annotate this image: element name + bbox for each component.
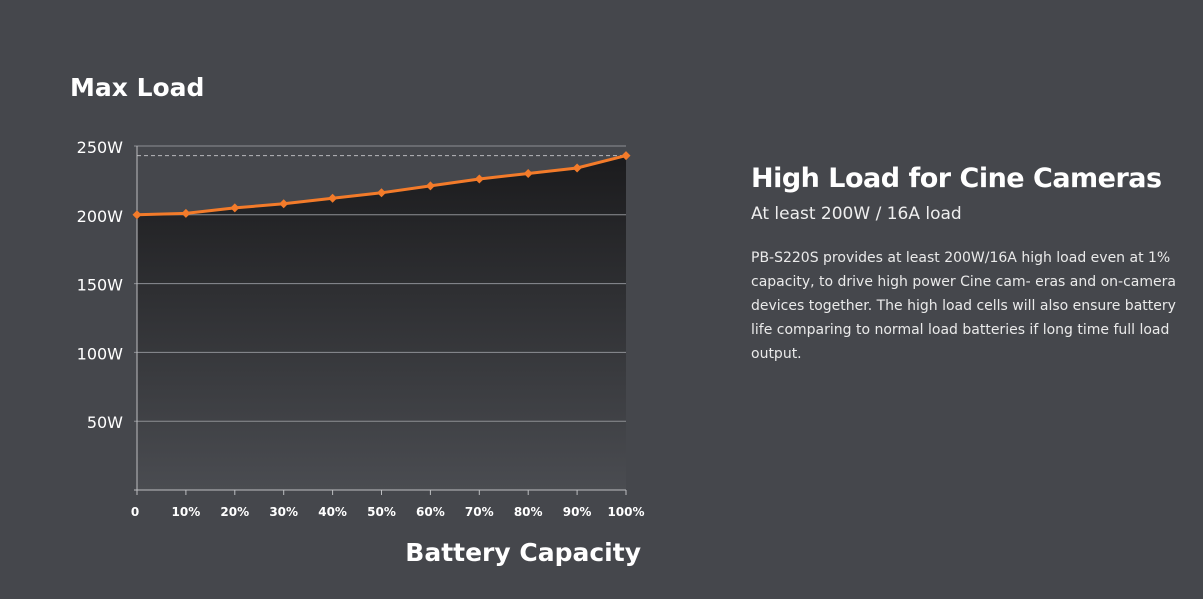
data-point: [328, 193, 338, 203]
x-tick-label: 60%: [416, 505, 445, 519]
data-point: [181, 208, 191, 218]
data-point: [572, 163, 582, 173]
axes: [134, 146, 627, 495]
area-fill: [137, 155, 626, 490]
x-tick-label: 30%: [269, 505, 298, 519]
x-tick-labels: 0 10% 20% 30% 40% 50% 60% 70% 80% 90% 100%: [131, 505, 645, 519]
data-point: [523, 169, 533, 179]
y-tick-labels: 50W 100W 150W 200W 250W: [77, 138, 124, 432]
data-point: [132, 210, 142, 220]
x-tick-label: 90%: [563, 505, 592, 519]
max-load-chart: Max Load 50W 100W 150W 200W 250W 0 10% 20% 30% 4…: [70, 73, 645, 567]
x-tick-label: 40%: [318, 505, 347, 519]
x-tick-label: 20%: [220, 505, 249, 519]
y-tick-label: 50W: [87, 413, 123, 432]
y-tick-label: 150W: [77, 276, 124, 295]
data-point: [279, 199, 289, 209]
y-tick-label: 100W: [77, 344, 124, 363]
x-axis-label: Battery Capacity: [405, 538, 641, 567]
y-tick-label: 250W: [77, 138, 124, 157]
data-point: [621, 151, 631, 161]
y-tick-label: 200W: [77, 207, 124, 226]
x-tick-label: 0: [131, 505, 139, 519]
chart-title: Max Load: [70, 73, 204, 102]
panel-subtitle: At least 200W / 16A load: [751, 204, 962, 224]
panel-description: PB-S220S provides at least 200W/16A high…: [751, 250, 1176, 362]
panel-title: High Load for Cine Cameras: [751, 163, 1162, 194]
x-tick-label: 70%: [465, 505, 494, 519]
x-tick-label: 10%: [172, 505, 201, 519]
x-tick-label: 80%: [514, 505, 543, 519]
grid-lines: [134, 145, 626, 422]
data-point: [377, 188, 386, 198]
data-point: [425, 181, 435, 191]
data-point: [474, 174, 484, 184]
info-panel: High Load for Cine Cameras At least 200W…: [751, 160, 1191, 366]
x-tick-label: 50%: [367, 505, 396, 519]
x-tick-label: 100%: [607, 505, 644, 519]
data-point: [230, 203, 240, 213]
data-points: [132, 151, 631, 220]
